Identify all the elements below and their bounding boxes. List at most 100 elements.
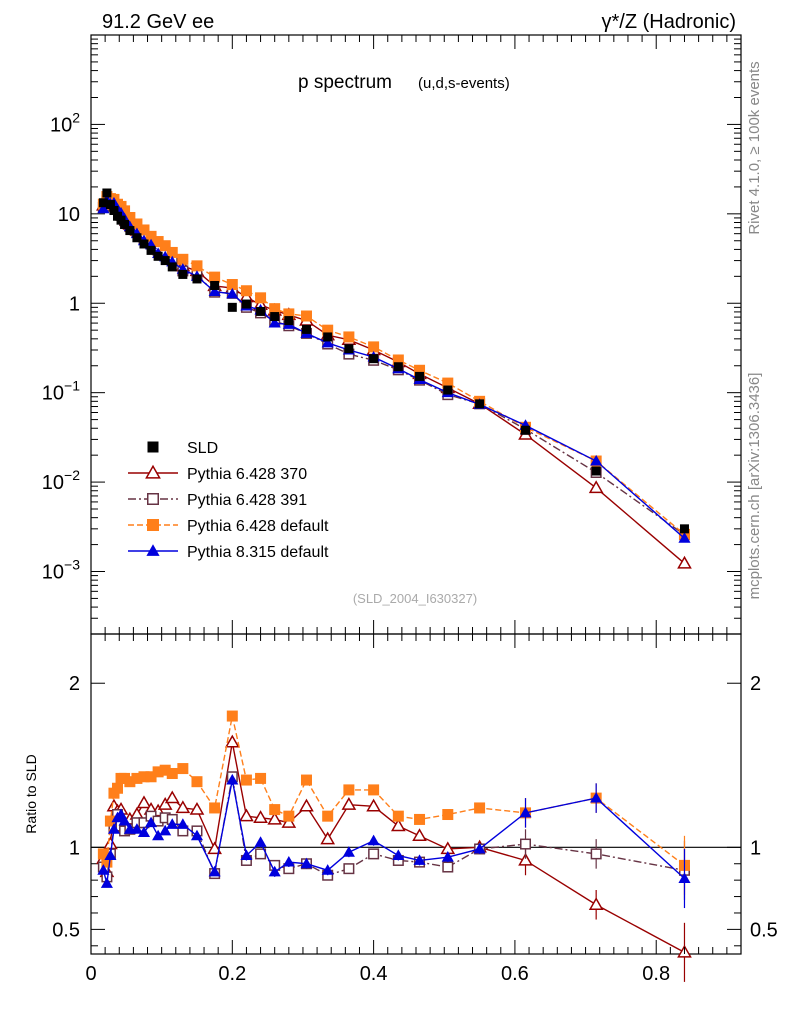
y-tick-label: 102 (50, 109, 80, 136)
ratio-point-p8def (137, 826, 151, 838)
legend-marker-p370 (145, 464, 161, 479)
data-point-p6def (131, 218, 143, 230)
ratio-tick-label-right: 1 (750, 837, 761, 859)
data-point-sld (323, 332, 333, 342)
mcplots-label: mcplots.cern.ch [arXiv:1306.3436] (746, 373, 763, 600)
data-point-p6def (269, 303, 281, 315)
data-point-p6def (255, 292, 267, 304)
ratio-point-p370 (341, 797, 357, 810)
ratio-point-p6def (392, 810, 404, 822)
ratio-point-p6def (152, 766, 164, 778)
ratio-tick-label-left: 0.5 (52, 919, 80, 941)
ratio-point-p6def (343, 784, 355, 796)
ratio-point-p8def (118, 814, 131, 826)
series-sld (98, 188, 689, 534)
data-point-p6def (177, 253, 189, 265)
header-right: γ*/Z (Hadronic) (602, 11, 736, 33)
main-series-group (96, 188, 692, 569)
legend-marker-p8def (146, 544, 160, 556)
ratio-point-p370 (320, 831, 336, 845)
data-point-p6def (119, 205, 131, 217)
ratio-point-p391 (590, 848, 602, 860)
data-point-sld (475, 399, 485, 409)
data-point-p6def (414, 364, 426, 376)
ratio-point-p6def (166, 767, 178, 779)
plot-title: p spectrum (298, 72, 392, 93)
ratio-point-p8def (282, 855, 295, 867)
data-point-p6def (322, 324, 334, 336)
data-point-sld (393, 362, 403, 372)
data-point-p6def (209, 271, 221, 283)
data-point-sld (153, 251, 163, 261)
ratio-point-p370 (588, 897, 604, 910)
data-point-sld (344, 344, 354, 354)
ratio-point-p8def (152, 829, 165, 841)
data-point-p6def (392, 354, 404, 366)
data-point-p6def (159, 240, 171, 252)
data-point-p8def (678, 532, 691, 543)
data-point-sld (146, 245, 156, 255)
legend-marker-p391 (147, 493, 159, 505)
data-point-sld (98, 198, 108, 208)
ratio-point-p370 (157, 797, 173, 810)
ratio-ylabel: Ratio to SLD (23, 754, 39, 833)
ratio-point-p8def (208, 865, 221, 877)
ratio-point-p370 (412, 828, 427, 842)
data-point-p6def (226, 279, 238, 291)
data-point-sld (105, 200, 115, 210)
data-point-sld (167, 262, 177, 272)
data-point-sld (591, 466, 601, 476)
ratio-point-p370 (299, 798, 314, 812)
ratio-point-p6def (300, 774, 312, 786)
ratio-point-p6def (101, 856, 113, 868)
main-y-axis: 10−3 10−2 10−1 1 10 102 (42, 34, 741, 635)
ratio-point-p8def (590, 791, 603, 803)
ratio-point-p6def (414, 813, 426, 825)
ratio-point-p370 (164, 790, 180, 804)
data-point-sld (679, 524, 689, 534)
ratio-point-p6def (322, 810, 334, 822)
header-left: 91.2 GeV ee (102, 11, 214, 33)
ratio-point-p370 (175, 800, 191, 814)
data-point-sld (192, 274, 202, 284)
ratio-series-p391 (97, 771, 690, 900)
ratio-point-p8def (392, 849, 405, 860)
ratio-point-p8def (100, 877, 113, 888)
ratio-point-p6def (474, 802, 486, 814)
ratio-point-p8def (473, 842, 486, 854)
data-point-sld (125, 226, 135, 236)
data-point-sld (210, 280, 220, 290)
data-point-p6def (300, 310, 312, 322)
y-tick-label: 10−3 (42, 557, 80, 584)
legend-marker-sld (147, 441, 159, 453)
x-tick-label: 0 (85, 963, 96, 985)
ratio-point-p8def (254, 836, 267, 847)
ratio-tick-label-right: 0.5 (750, 919, 778, 941)
ratio-point-p370 (207, 841, 222, 855)
ratio-point-p370 (189, 801, 205, 815)
ratio-point-p6def (240, 774, 252, 786)
data-point-sld (139, 239, 149, 249)
ratio-point-p8def (240, 849, 253, 860)
data-point-p8def (321, 336, 334, 348)
data-point-p6def (240, 285, 252, 297)
data-point-p6def (152, 236, 164, 248)
ratio-point-p8def (413, 854, 426, 865)
data-point-p6def (442, 377, 454, 389)
plot-subtitle: (u,d,s-events) (418, 75, 510, 92)
data-point-p6def (368, 341, 380, 353)
legend-label: Pythia 6.428 391 (187, 492, 307, 509)
ratio-plot-frame (90, 633, 742, 955)
x-tick-label: 0.6 (501, 963, 529, 985)
data-point-sld (227, 302, 237, 312)
ratio-point-p391 (343, 863, 355, 875)
ratio-tick-label-right: 2 (750, 673, 761, 695)
data-point-sld (256, 306, 266, 316)
y-tick-label: 10 (58, 204, 80, 226)
ratio-point-p370 (136, 795, 152, 809)
data-point-p8def (268, 316, 281, 328)
ratio-point-p8def (145, 816, 158, 828)
ratio-line-p6def (102, 715, 685, 866)
ratio-point-p8def (130, 823, 143, 834)
y-tick-label: 1 (69, 293, 80, 315)
